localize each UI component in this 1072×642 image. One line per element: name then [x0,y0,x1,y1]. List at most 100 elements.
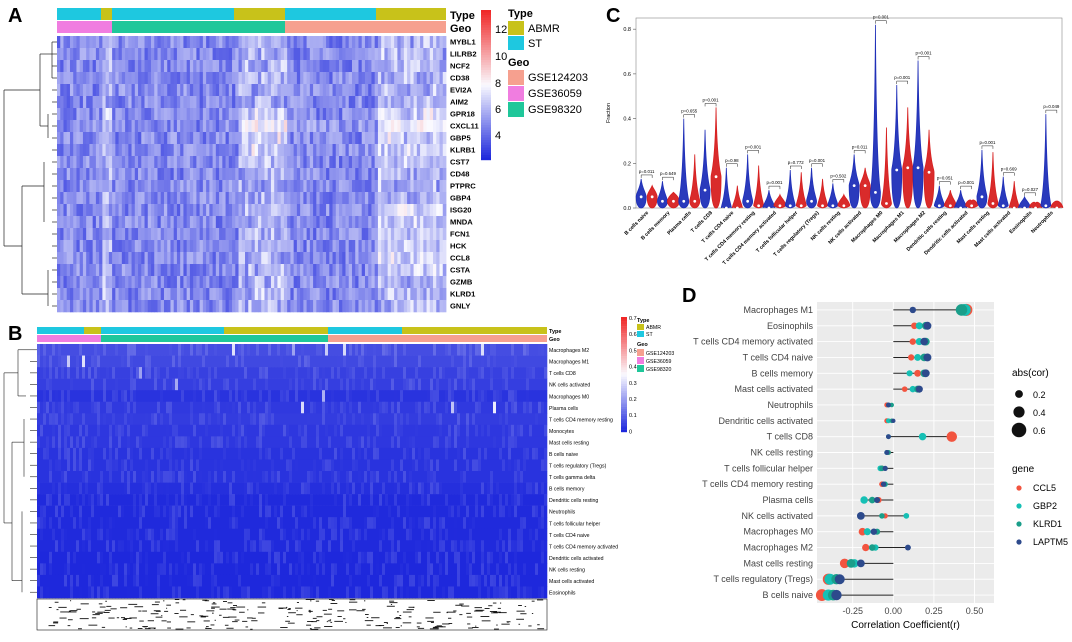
heatmap-cell [167,264,171,276]
heatmap-cell [346,180,350,192]
heatmap-cell [112,36,116,48]
heatmap-cell [138,252,142,264]
heatmap-cell [442,344,445,356]
heatmap-cell [193,436,196,448]
heatmap-cell [190,72,194,84]
heatmap-cell [67,192,71,204]
heatmap-cell [475,367,478,379]
heatmap-cell [343,379,346,391]
heatmap-cell [70,276,74,288]
heatmap-cell [410,84,414,96]
heatmap-cell [222,156,226,168]
heatmap-cell [247,425,250,437]
heatmap-cell [94,425,97,437]
heatmap-cell [52,367,55,379]
heatmap-cell [320,36,324,48]
heatmap-cell [407,108,411,120]
heatmap-cell [280,367,283,379]
heatmap-cell [57,132,61,144]
heatmap-cell [365,180,369,192]
heatmap-cell [277,168,281,180]
heatmap-cell [122,168,126,180]
heatmap-cell [358,344,361,356]
heatmap-cell [219,264,223,276]
heatmap-cell [420,264,424,276]
heatmap-cell [535,379,538,391]
heatmap-cell [196,471,199,483]
heatmap-cell [63,168,67,180]
heatmap-cell [238,425,241,437]
heatmap-cell [157,425,160,437]
heatmap-cell [300,180,304,192]
heatmap-cell [133,344,136,356]
heatmap-cell [298,344,301,356]
heatmap-cell [219,276,223,288]
heatmap-cell [80,144,84,156]
heatmap-cell [172,344,175,356]
heatmap-cell [298,413,301,425]
heatmap-cell [339,264,343,276]
heatmap-cell [319,413,322,425]
heatmap-cell [508,471,511,483]
heatmap-cell [378,300,382,312]
heatmap-cell [49,367,52,379]
heatmap-cell [187,84,191,96]
heatmap-cell [414,276,418,288]
heatmap-cell [199,459,202,471]
heatmap-cell [355,228,359,240]
heatmap-cell [177,288,181,300]
heatmap-cell [115,156,119,168]
heatmap-cell [154,240,158,252]
heatmap-cell [265,344,268,356]
heatmap-cell [440,132,444,144]
heatmap-cell [414,156,418,168]
heatmap-cell [184,425,187,437]
heatmap-cell [268,84,272,96]
heatmap-cell [423,156,427,168]
heatmap-cell [125,252,129,264]
heatmap-cell [457,413,460,425]
heatmap-cell [365,120,369,132]
heatmap-cell [358,436,361,448]
heatmap-cell [529,367,532,379]
heatmap-cell [307,168,311,180]
heatmap-cell [316,390,319,402]
geo-annotation-segment [328,335,547,342]
heatmap-cell [93,288,97,300]
heatmap-cell [265,425,268,437]
heatmap-cell [274,459,277,471]
heatmap-cell [511,471,514,483]
heatmap-cell [58,402,61,414]
heatmap-cell [316,276,320,288]
heatmap-cell [410,204,414,216]
heatmap-cell [232,448,235,460]
heatmap-cell [334,448,337,460]
heatmap-cell [61,448,64,460]
colorbar-step [481,123,491,126]
heatmap-cell [294,252,298,264]
heatmap-cell [346,36,350,48]
heatmap-cell [93,240,97,252]
heatmap-cell [401,120,405,132]
heatmap-cell [103,390,106,402]
heatmap-cell [183,192,187,204]
heatmap-cell [532,390,535,402]
heatmap-cell [362,72,366,84]
heatmap-cell [320,168,324,180]
heatmap-cell [376,448,379,460]
heatmap-cell [430,288,434,300]
heatmap-cell [303,204,307,216]
heatmap-cell [193,240,197,252]
heatmap-cell [193,60,197,72]
heatmap-cell [229,448,232,460]
heatmap-cell [342,96,346,108]
heatmap-cell [85,402,88,414]
heatmap-cell [37,402,40,414]
heatmap-cell [361,459,364,471]
heatmap-cell [255,216,259,228]
heatmap-cell [407,120,411,132]
heatmap-cell [472,390,475,402]
heatmap-cell [139,471,142,483]
heatmap-cell [57,252,61,264]
heatmap-cell [245,216,249,228]
